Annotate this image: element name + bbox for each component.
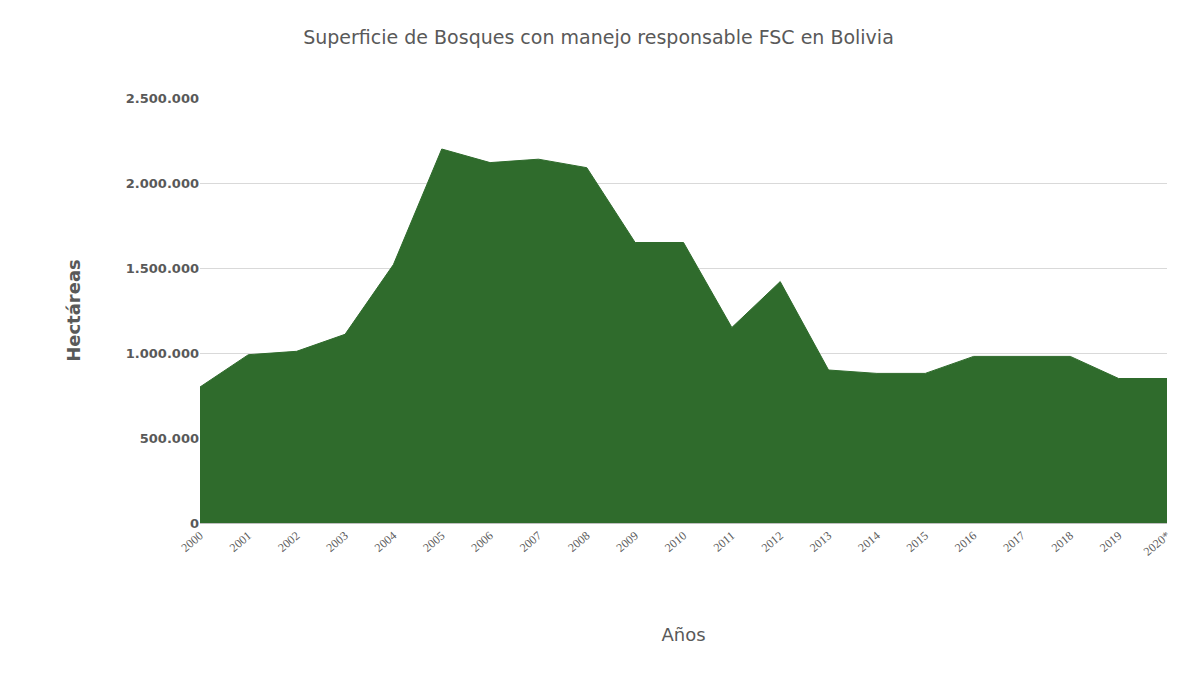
svg-text:2008: 2008 — [565, 529, 592, 555]
svg-text:1.500.000: 1.500.000 — [126, 261, 199, 276]
svg-text:2018: 2018 — [1049, 529, 1076, 555]
svg-text:2006: 2006 — [469, 529, 496, 555]
svg-text:2014: 2014 — [855, 529, 882, 555]
svg-text:2001: 2001 — [227, 529, 254, 555]
svg-text:Años: Años — [661, 624, 705, 645]
svg-text:0: 0 — [190, 516, 199, 531]
svg-text:2007: 2007 — [517, 529, 544, 555]
svg-text:2012: 2012 — [759, 529, 786, 555]
svg-text:500.000: 500.000 — [140, 431, 199, 446]
svg-text:2017: 2017 — [1000, 529, 1027, 555]
svg-text:Superficie de Bosques con mane: Superficie de Bosques con manejo respons… — [303, 26, 894, 48]
svg-text:2003: 2003 — [323, 529, 350, 555]
svg-text:2010: 2010 — [662, 529, 689, 555]
svg-text:2009: 2009 — [614, 529, 641, 555]
svg-text:Hectáreas: Hectáreas — [63, 259, 84, 362]
svg-text:2002: 2002 — [275, 529, 302, 555]
svg-text:2005: 2005 — [420, 529, 447, 555]
svg-text:2016: 2016 — [952, 529, 979, 555]
svg-text:2013: 2013 — [807, 529, 834, 555]
svg-text:2020*: 2020* — [1141, 529, 1173, 559]
svg-text:2015: 2015 — [904, 529, 931, 555]
svg-text:2000: 2000 — [178, 529, 205, 555]
svg-text:2011: 2011 — [711, 529, 738, 555]
svg-text:2.500.000: 2.500.000 — [126, 91, 199, 106]
svg-text:2.000.000: 2.000.000 — [126, 176, 199, 191]
svg-text:2004: 2004 — [372, 529, 399, 555]
svg-text:1.000.000: 1.000.000 — [126, 346, 199, 361]
svg-text:2019: 2019 — [1097, 529, 1124, 555]
